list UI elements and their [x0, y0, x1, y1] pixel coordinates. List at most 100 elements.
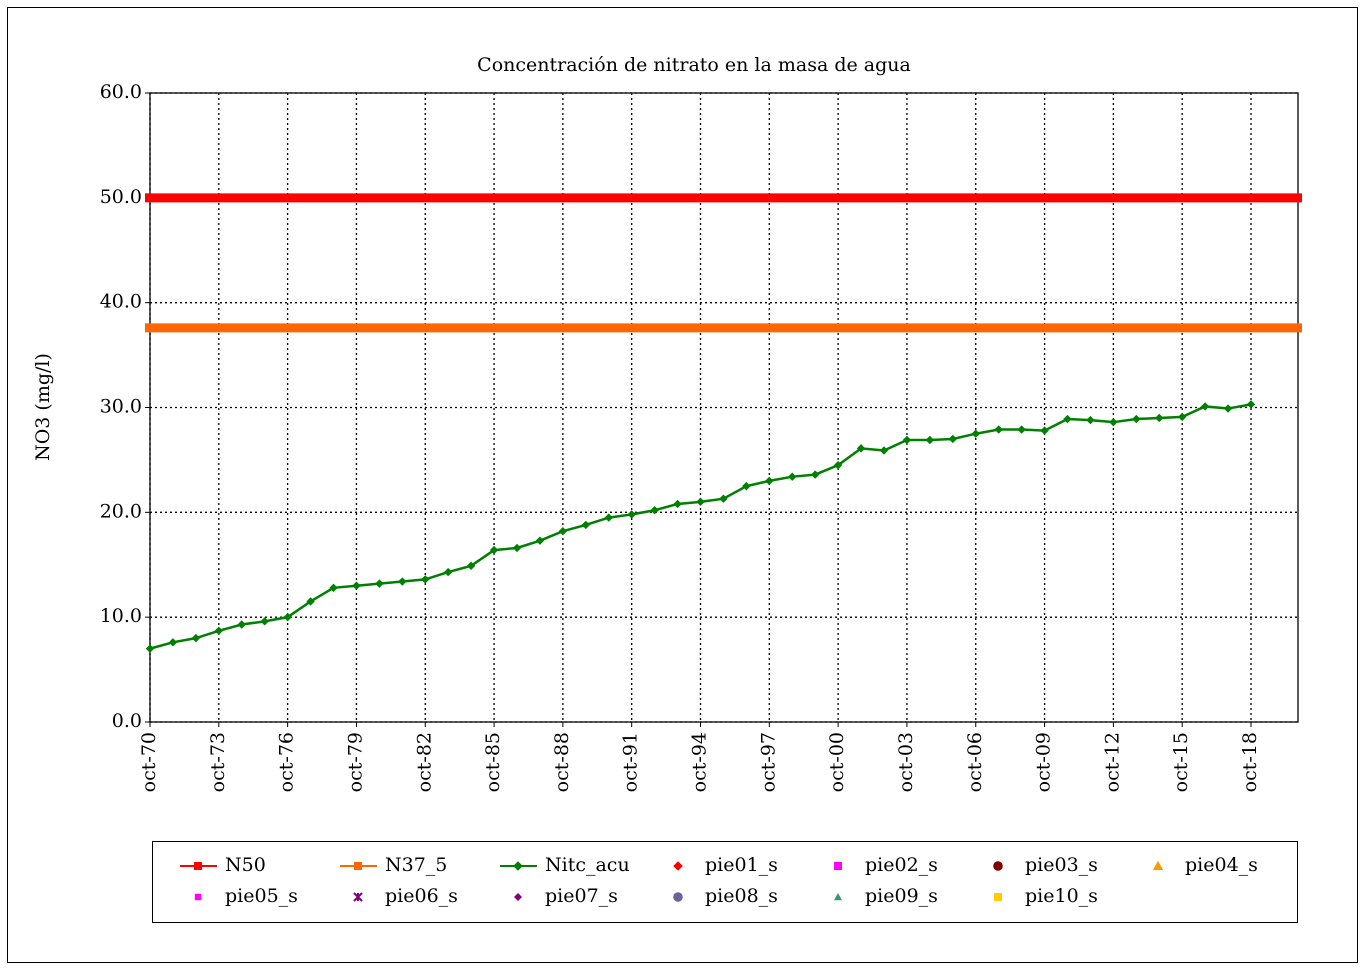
legend-box [152, 841, 1298, 923]
marker [237, 620, 246, 629]
marker [535, 536, 545, 545]
marker [971, 429, 980, 438]
marker [191, 633, 201, 643]
marker [1109, 417, 1118, 427]
marker [993, 861, 1003, 871]
marker [719, 494, 728, 503]
marker [834, 893, 842, 901]
x-tick-label: oct-70 [138, 732, 160, 792]
marker [514, 893, 522, 901]
marker [834, 862, 842, 870]
chart-border [7, 7, 1358, 963]
legend-label: pie01_s [705, 854, 778, 876]
marker [145, 644, 155, 653]
x-tick-label: oct-91 [620, 732, 642, 792]
marker [306, 597, 315, 606]
marker [1200, 402, 1210, 411]
marker [1063, 414, 1072, 424]
y-tick-label: 60.0 [100, 81, 142, 103]
marker [856, 444, 866, 453]
marker [788, 472, 797, 481]
x-tick-label: oct-97 [757, 732, 779, 792]
marker [466, 561, 476, 570]
legend-label: pie03_s [1025, 854, 1098, 876]
marker [810, 470, 820, 479]
marker [1246, 400, 1256, 409]
legend-label: N50 [225, 854, 266, 876]
marker [1223, 404, 1233, 413]
marker [1155, 413, 1164, 423]
marker [558, 527, 568, 536]
x-tick-label: oct-79 [344, 732, 366, 792]
x-tick-label: oct-18 [1239, 732, 1261, 792]
marker [398, 577, 407, 586]
marker [375, 579, 384, 588]
marker [1086, 415, 1095, 425]
marker [650, 506, 659, 515]
x-tick-label: oct-12 [1101, 732, 1123, 792]
marker [627, 510, 636, 519]
marker [673, 861, 683, 871]
chart-title: Concentración de nitrato en la masa de a… [477, 54, 911, 76]
legend-label: Nitc_acu [545, 854, 630, 876]
x-tick-label: oct-94 [689, 732, 711, 792]
x-tick-label: oct-82 [413, 732, 435, 792]
y-tick-label: 50.0 [100, 186, 142, 208]
marker [994, 893, 1002, 901]
marker [354, 862, 362, 870]
marker [421, 575, 430, 584]
legend-label: pie06_s [385, 885, 458, 907]
legend-label: pie05_s [225, 885, 298, 907]
x-tick-label: oct-03 [895, 732, 917, 792]
x-tick-label: oct-15 [1170, 732, 1192, 792]
marker [283, 612, 292, 622]
x-tick-label: oct-09 [1033, 732, 1055, 792]
marker [194, 862, 202, 870]
marker [994, 425, 1003, 434]
marker [673, 499, 682, 509]
marker [833, 460, 843, 470]
y-tick-label: 40.0 [100, 291, 142, 313]
marker [168, 638, 178, 647]
marker [1040, 426, 1049, 435]
y-tick-label: 0.0 [112, 710, 142, 732]
marker [925, 435, 935, 445]
marker [581, 520, 591, 530]
legend-label: pie10_s [1025, 885, 1098, 907]
marker [512, 543, 522, 553]
marker [214, 626, 224, 635]
marker [879, 446, 889, 455]
marker [260, 617, 269, 626]
marker [1132, 414, 1141, 424]
x-tick-label: oct-88 [551, 732, 573, 792]
marker [1152, 860, 1164, 870]
y-tick-label: 30.0 [100, 396, 142, 418]
marker [902, 435, 912, 445]
y-tick-label: 20.0 [100, 500, 142, 522]
marker [1017, 425, 1026, 434]
marker [353, 892, 363, 902]
x-tick-label: oct-76 [276, 732, 298, 792]
legend-label: pie04_s [1185, 854, 1258, 876]
x-tick-label: oct-73 [207, 732, 229, 792]
marker [673, 892, 683, 902]
marker [765, 476, 774, 486]
y-axis-label: NO3 (mg/l) [32, 353, 54, 461]
plot-area [149, 92, 1299, 723]
marker [329, 583, 338, 593]
legend-label: pie02_s [865, 854, 938, 876]
x-tick-label: oct-06 [964, 732, 986, 792]
legend-label: pie09_s [865, 885, 938, 907]
marker [489, 545, 499, 555]
marker [948, 434, 958, 444]
marker [742, 481, 751, 491]
marker [352, 581, 361, 590]
legend-label: pie08_s [705, 885, 778, 907]
marker [443, 567, 453, 577]
marker [604, 513, 613, 522]
legend-label: pie07_s [545, 885, 618, 907]
marker [1177, 412, 1187, 422]
marker [696, 497, 705, 507]
x-tick-label: oct-00 [826, 732, 848, 792]
